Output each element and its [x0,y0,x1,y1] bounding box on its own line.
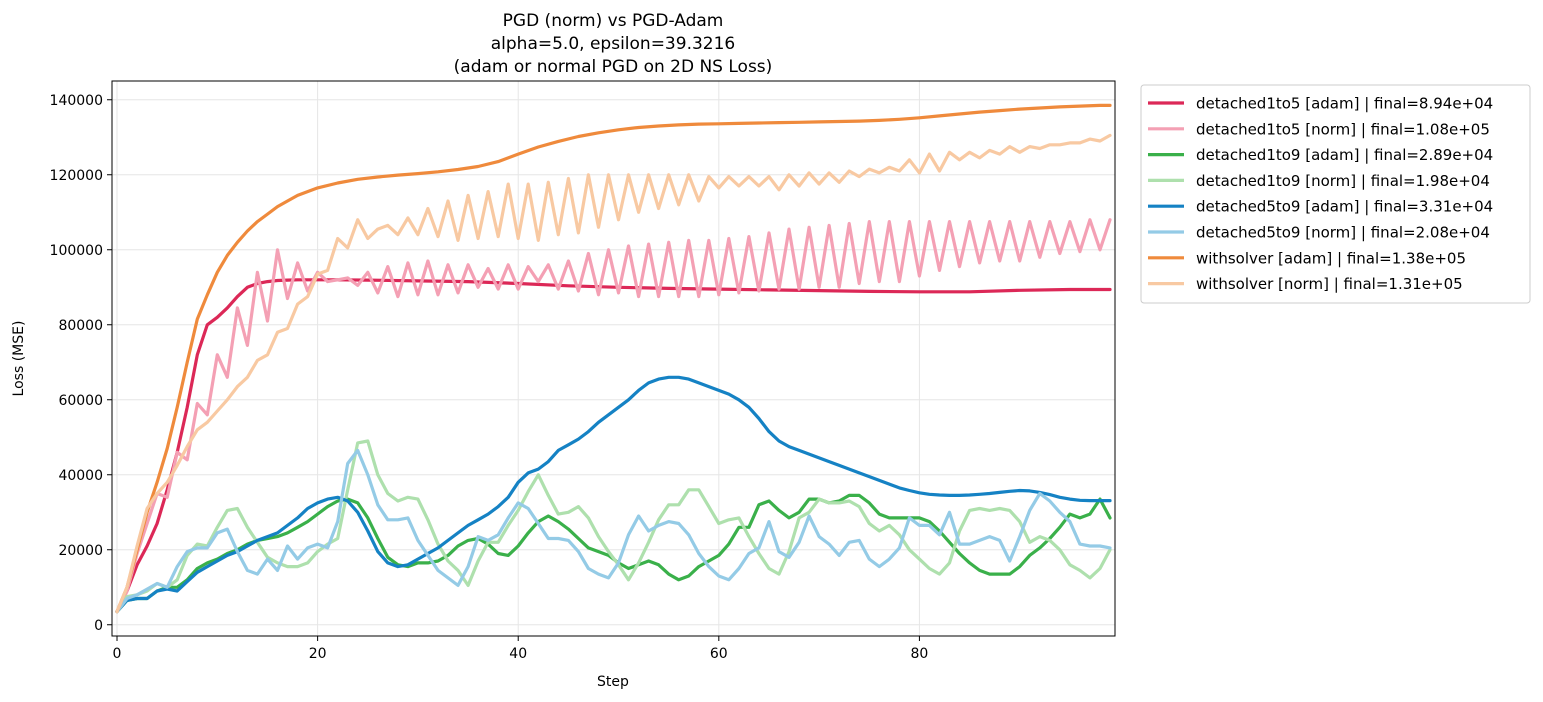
series-line-5 [115,448,1112,614]
legend-label-2: detached1to9 [adam] | final=2.89e+04 [1196,146,1493,164]
grid-lines [112,81,1115,636]
y-tick-label: 100000 [50,243,103,259]
y-tick-label: 120000 [50,168,103,184]
legend-entries: detached1to5 [adam] | final=8.94e+04 deta… [1148,95,1493,293]
series-lines [115,103,1112,614]
chart-title-line-1: PGD (norm) vs PGD-Adam [503,11,724,31]
x-tick-label: 20 [309,646,327,662]
y-axis-label: Loss (MSE) [11,321,27,397]
legend-label-1: detached1to5 [norm] | final=1.08e+05 [1196,120,1490,138]
y-axis-ticks: 0 20000 40000 60000 80000 100000 120000 140000 [50,93,112,634]
legend-label-0: detached1to5 [adam] | final=8.94e+04 [1196,95,1493,113]
legend-label-4: detached5to9 [adam] | final=3.31e+04 [1196,198,1493,216]
series-line-6 [115,103,1112,614]
legend-label-3: detached1to9 [norm] | final=1.98e+04 [1196,172,1490,190]
y-tick-label: 40000 [58,468,103,484]
chart-title-line-2: alpha=5.0, epsilon=39.3216 [491,34,735,54]
chart-title-line-3: (adam or normal PGD on 2D NS Loss) [454,57,773,77]
legend-label-7: withsolver [norm] | final=1.31e+05 [1196,275,1463,293]
x-axis-label: Step [597,674,629,690]
x-tick-label: 0 [113,646,122,662]
chart-title: PGD (norm) vs PGD-Adam alpha=5.0, epsilo… [454,11,773,77]
series-line-4 [115,375,1112,614]
series-line-3 [115,439,1112,614]
y-tick-label: 140000 [50,93,103,109]
x-axis-ticks: 0 20 40 60 80 [113,636,929,662]
legend: detached1to5 [adam] | final=8.94e+04 deta… [1140,84,1531,304]
x-tick-label: 40 [509,646,527,662]
x-tick-label: 60 [710,646,728,662]
y-tick-label: 20000 [58,543,103,559]
legend-frame [1140,84,1531,304]
series-line-1 [115,218,1112,614]
y-tick-label: 0 [94,618,103,634]
y-tick-label: 60000 [58,393,103,409]
legend-label-5: detached5to9 [norm] | final=2.08e+04 [1196,224,1490,242]
x-tick-label: 80 [911,646,929,662]
plot-area-frame [111,80,1116,637]
legend-label-6: withsolver [adam] | final=1.38e+05 [1196,249,1466,267]
series-line-7 [115,133,1112,614]
y-tick-label: 80000 [58,318,103,334]
